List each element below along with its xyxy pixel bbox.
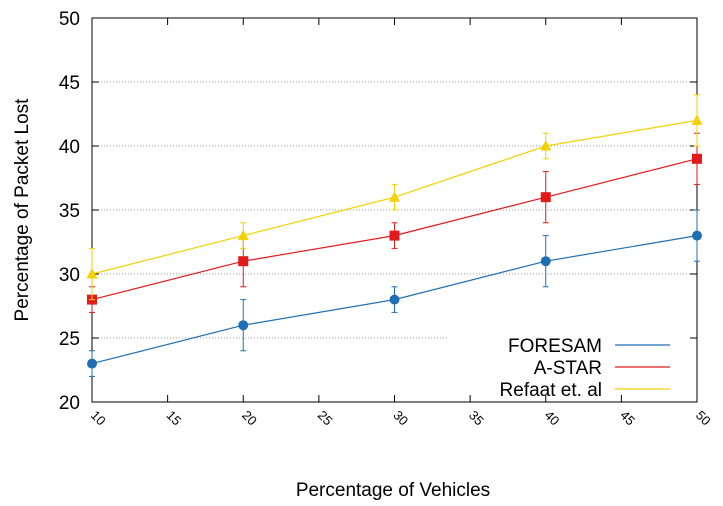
data-point-circle bbox=[87, 358, 97, 369]
data-point-square bbox=[540, 192, 551, 203]
data-point-triangle bbox=[389, 191, 400, 202]
y-tick-label: 20 bbox=[59, 393, 80, 414]
axes: 20 25 30 35 40 45 50 10 15 20 25 30 35 40 45 50 bbox=[59, 9, 714, 428]
y-tick-label: 40 bbox=[59, 137, 80, 158]
x-tick-label: 15 bbox=[164, 408, 185, 429]
data-point-circle bbox=[238, 320, 249, 331]
x-axis-title: Percentage of Vehicles bbox=[296, 480, 490, 501]
data-point-triangle bbox=[86, 268, 98, 279]
data-point-triangle bbox=[237, 229, 249, 241]
series-2 bbox=[87, 132, 702, 313]
x-tick-label: 45 bbox=[617, 408, 638, 429]
x-tick-label: 35 bbox=[466, 408, 487, 429]
series-group bbox=[86, 94, 703, 377]
series-1 bbox=[87, 209, 702, 377]
legend-label: FORESAM bbox=[508, 336, 602, 357]
series-3 bbox=[86, 94, 703, 301]
x-tick-label: 25 bbox=[315, 408, 336, 429]
y-tick-label: 50 bbox=[59, 9, 80, 30]
data-point-square bbox=[692, 153, 702, 164]
x-tick-label: 40 bbox=[542, 408, 563, 429]
data-point-square bbox=[238, 256, 249, 267]
legend-label: A-STAR bbox=[534, 358, 602, 379]
y-axis-title: Percentage of Packet Lost bbox=[12, 98, 33, 322]
x-tick-label: 50 bbox=[693, 408, 714, 429]
data-point-circle bbox=[692, 230, 702, 241]
legend-label: Refaat et. al bbox=[500, 380, 602, 401]
data-point-circle bbox=[540, 256, 551, 267]
data-point-circle bbox=[389, 294, 400, 305]
y-tick-label: 35 bbox=[59, 201, 80, 222]
data-point-triangle bbox=[540, 140, 552, 151]
data-point-triangle bbox=[691, 114, 703, 125]
y-tick-label: 25 bbox=[59, 329, 80, 350]
y-tick-label: 45 bbox=[59, 73, 80, 94]
grid-lines bbox=[92, 81, 697, 339]
x-tick-label: 30 bbox=[390, 408, 411, 429]
data-point-square bbox=[389, 230, 400, 241]
x-tick-label: 10 bbox=[88, 408, 109, 429]
y-tick-label: 30 bbox=[59, 265, 80, 286]
x-tick-label: 20 bbox=[239, 408, 260, 429]
